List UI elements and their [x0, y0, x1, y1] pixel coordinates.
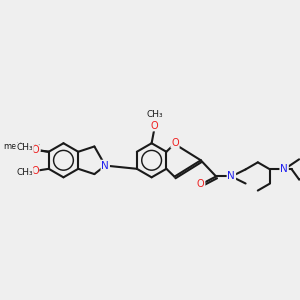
Text: N: N: [101, 160, 109, 171]
Text: O: O: [31, 145, 39, 155]
Text: methoxy: methoxy: [3, 142, 40, 151]
Text: N: N: [280, 164, 288, 174]
Text: O: O: [197, 179, 205, 189]
Text: N: N: [227, 171, 235, 182]
Text: CH₃: CH₃: [16, 168, 33, 177]
Text: O: O: [151, 121, 158, 130]
Text: O: O: [31, 166, 39, 176]
Text: O: O: [31, 145, 38, 155]
Text: CH₃: CH₃: [147, 110, 164, 119]
Text: CH₃: CH₃: [16, 143, 33, 152]
Text: O: O: [171, 138, 179, 148]
